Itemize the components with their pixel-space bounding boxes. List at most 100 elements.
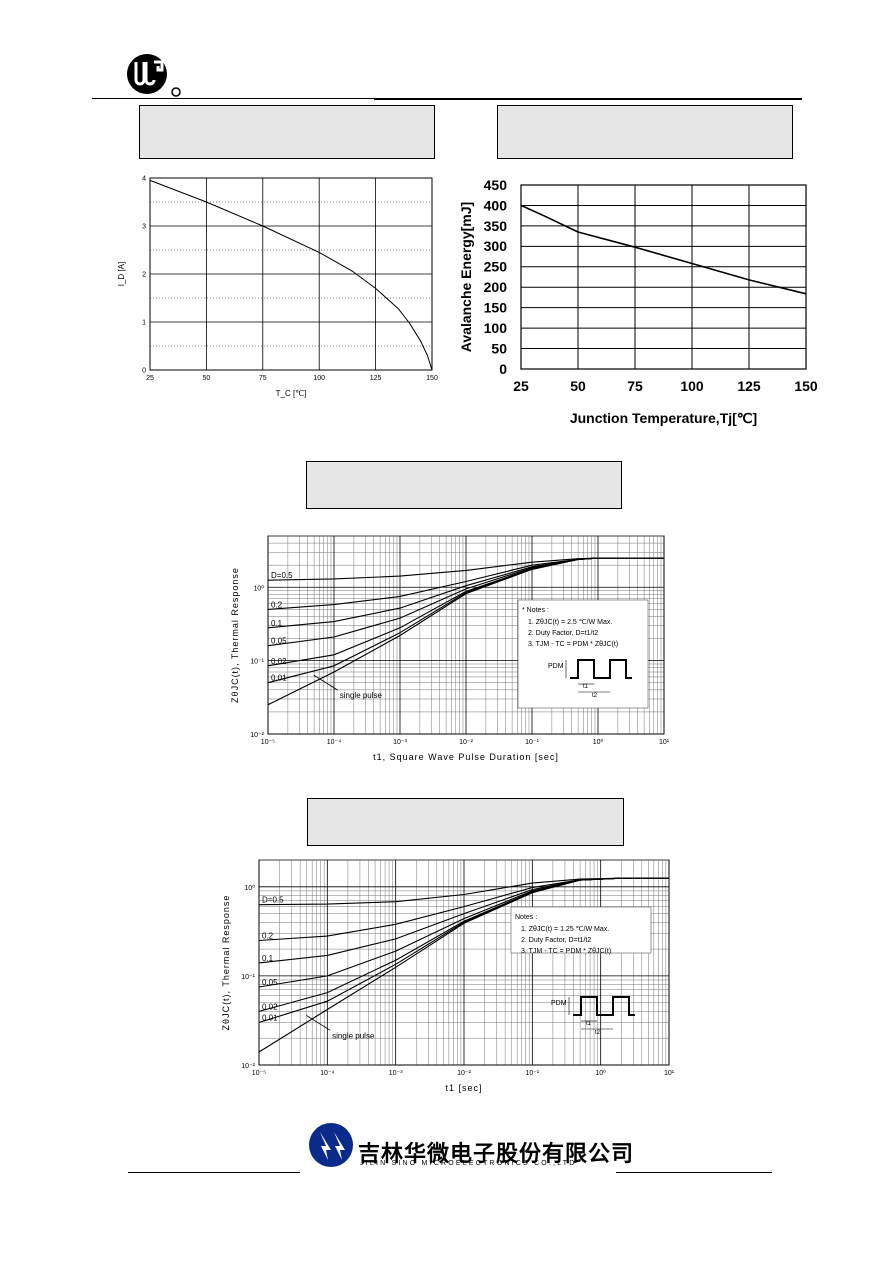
x-tick-label: 10⁻⁵ bbox=[252, 1070, 266, 1077]
x-tick-label: 150 bbox=[426, 375, 438, 382]
x-tick-label: 25 bbox=[513, 378, 529, 394]
notes-line-1: 1. ZθJC(t) = 2.5 ℃/W Max. bbox=[528, 619, 612, 626]
x-tick-label: 10⁻⁴ bbox=[327, 739, 342, 746]
series-label: 0.1 bbox=[262, 954, 274, 963]
pdm-label: PDM bbox=[551, 1000, 567, 1007]
y-tick-label: 0 bbox=[499, 361, 507, 377]
x-tick-label: 10⁻² bbox=[459, 739, 473, 746]
thermal-curve bbox=[258, 877, 669, 1053]
notes-title: Notes : bbox=[515, 914, 537, 921]
notes-line-2: 2. Duty Factor, D=t1/t2 bbox=[528, 630, 598, 637]
notes-box bbox=[517, 599, 649, 709]
caption-box-1 bbox=[139, 105, 435, 159]
x-axis-label: T_C [℃] bbox=[276, 389, 307, 398]
header-rule-thick bbox=[374, 98, 802, 100]
y-tick-label: 400 bbox=[484, 197, 508, 213]
y-axis-label: I_D [A] bbox=[117, 262, 126, 286]
x-axis-label: Junction Temperature,Tj[℃] bbox=[570, 410, 757, 426]
x-tick-label: 150 bbox=[794, 378, 818, 394]
series-label: 0.2 bbox=[262, 931, 274, 940]
y-tick-label: 1 bbox=[142, 319, 146, 326]
footer-logo-disc bbox=[309, 1123, 353, 1167]
x-axis-label: t1, Square Wave Pulse Duration [sec] bbox=[373, 752, 559, 762]
y-axis-label: ZθJC(t), Thermal Response bbox=[221, 895, 231, 1031]
t1-label: t1 bbox=[583, 684, 589, 690]
pulse-waveform bbox=[573, 996, 635, 1016]
y-tick-label: 200 bbox=[484, 279, 508, 295]
series-label: 0.01 bbox=[262, 1013, 278, 1022]
t2-label: t2 bbox=[595, 1030, 601, 1036]
y-tick-label: 50 bbox=[491, 340, 507, 356]
data-curve bbox=[520, 204, 807, 295]
company-name-en: JILIN SINO MICROELECTRONICS CO.,LTD bbox=[360, 1160, 577, 1167]
footer-rule-left bbox=[128, 1172, 300, 1173]
caption-box-2 bbox=[497, 105, 793, 159]
y-tick-label: 10⁻² bbox=[250, 732, 264, 739]
y-tick-label: 4 bbox=[142, 175, 146, 182]
x-tick-label: 100 bbox=[313, 375, 325, 382]
y-tick-label: 300 bbox=[484, 238, 508, 254]
y-tick-label: 350 bbox=[484, 218, 508, 234]
header-logo bbox=[126, 52, 184, 98]
series-label: 0.02 bbox=[271, 657, 287, 666]
footer-rule-right bbox=[616, 1172, 772, 1173]
y-tick-label: 150 bbox=[484, 300, 508, 316]
y-tick-label: 250 bbox=[484, 259, 508, 275]
notes-title: * Notes : bbox=[522, 607, 549, 614]
series-label: D=0.5 bbox=[262, 896, 284, 905]
x-tick-label: 25 bbox=[146, 375, 154, 382]
x-tick-label: 10⁻² bbox=[457, 1070, 471, 1077]
y-axis-label: ZθJC(t), Thermal Response bbox=[230, 567, 240, 703]
y-tick-label: 10⁰ bbox=[244, 884, 255, 892]
notes-box bbox=[510, 906, 652, 954]
y-tick-label: 10⁻² bbox=[241, 1063, 255, 1070]
annotation-arrow bbox=[305, 1014, 331, 1031]
annotation-arrow bbox=[313, 674, 338, 691]
header-rule bbox=[92, 98, 374, 99]
y-axis-label: Avalanche Energy[mJ] bbox=[458, 202, 474, 352]
series-label: 0.05 bbox=[271, 637, 287, 646]
series-label: 0.05 bbox=[262, 978, 278, 987]
chart-id-vs-tc: 25 50 75 100 125 150 0 1 2 3 4 T_C [℃] I_D [A] bbox=[117, 175, 438, 398]
caption-box-3 bbox=[306, 461, 622, 509]
caption-box-4 bbox=[307, 798, 624, 846]
notes-line-3: 3. TJM - TC = PDM * ZθJC(t) bbox=[521, 948, 611, 955]
series-label: D=0.5 bbox=[271, 571, 293, 580]
annotation-label: single pulse bbox=[340, 691, 383, 700]
chart-thermal-response-2: 10⁻⁵ 10⁻⁴ 10⁻³ 10⁻² 10⁻¹ 10⁰ 10¹ 10⁻² 10⁻¹ 10⁰ D=0… bbox=[221, 859, 675, 1093]
data-curve bbox=[149, 179, 433, 371]
logo-ring bbox=[171, 87, 181, 97]
x-tick-label: 100 bbox=[680, 378, 704, 394]
series-label: 0.02 bbox=[262, 1002, 278, 1011]
notes-line-1: 1. ZθJC(t) = 1.25 ℃/W Max. bbox=[521, 926, 609, 933]
x-tick-label: 10⁰ bbox=[595, 1069, 606, 1077]
y-tick-label: 10⁻¹ bbox=[250, 659, 264, 666]
x-tick-label: 10⁻¹ bbox=[525, 1070, 539, 1077]
y-tick-label: 2 bbox=[142, 271, 146, 278]
thermal-curve bbox=[267, 557, 664, 706]
series-label: 0.1 bbox=[271, 619, 283, 628]
notes-line-3: 3. TJM - TC = PDM * ZθJC(t) bbox=[528, 641, 618, 648]
x-tick-label: 75 bbox=[259, 375, 267, 382]
notes-line-2: 2. Duty Factor, D=t1/t2 bbox=[521, 937, 591, 944]
x-tick-label: 50 bbox=[203, 375, 211, 382]
x-tick-label: 10⁰ bbox=[593, 738, 604, 746]
x-tick-label: 10⁻⁴ bbox=[320, 1070, 335, 1077]
plot-frame bbox=[520, 184, 807, 370]
series-label: 0.01 bbox=[271, 674, 287, 683]
x-tick-label: 10¹ bbox=[664, 1070, 675, 1077]
series-label: 0.2 bbox=[271, 600, 283, 609]
x-tick-label: 10⁻³ bbox=[389, 1070, 403, 1077]
x-tick-label: 10⁻¹ bbox=[525, 739, 539, 746]
chart-thermal-response-1: 10⁻⁵ 10⁻⁴ 10⁻³ 10⁻² 10⁻¹ 10⁰ 10¹ 10⁻² 10⁻¹ 10⁰ D=0… bbox=[230, 535, 670, 762]
annotation-label: single pulse bbox=[332, 1031, 375, 1040]
y-tick-label: 10⁰ bbox=[253, 584, 264, 592]
pulse-waveform bbox=[570, 659, 632, 679]
company-name-cn: 吉林华微电子股份有限公司 bbox=[358, 1142, 635, 1167]
chart-avalanche-energy: 25 50 75 100 125 150 0 50 100 150 200 250 300 350 400 4… bbox=[458, 177, 818, 426]
x-axis-label: t1 [sec] bbox=[445, 1083, 482, 1093]
x-tick-label: 75 bbox=[627, 378, 643, 394]
x-tick-label: 125 bbox=[737, 378, 761, 394]
y-tick-label: 450 bbox=[484, 177, 508, 193]
x-tick-label: 50 bbox=[570, 378, 586, 394]
